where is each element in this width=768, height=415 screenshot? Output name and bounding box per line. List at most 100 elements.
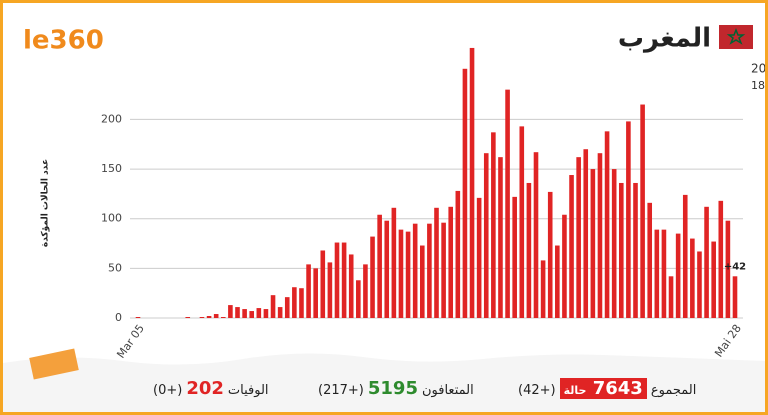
bar (313, 268, 318, 318)
footer-change: (+0) (153, 383, 183, 398)
chart-time: على الساعة 18:00 (751, 79, 765, 92)
bar (292, 287, 297, 318)
y-tick-label: 0 (115, 311, 122, 324)
bar (640, 104, 645, 319)
bar (526, 182, 532, 318)
bar (519, 126, 525, 318)
bar (434, 207, 439, 318)
bar (185, 317, 191, 318)
bar (540, 260, 546, 318)
bar (320, 250, 326, 318)
bar (242, 309, 247, 318)
y-tick-label: 100 (101, 212, 122, 225)
y-tick-label: 50 (108, 261, 122, 274)
bar (512, 196, 517, 318)
y-tick-label: 200 (101, 112, 122, 125)
bar (491, 132, 496, 318)
bar (334, 242, 340, 318)
logo: le360 (23, 26, 104, 56)
bar (306, 264, 311, 318)
bar (377, 214, 382, 318)
bar (363, 264, 368, 318)
x-tick-label: Mar 05 (114, 322, 147, 361)
x-tick-label: Mai 28 (712, 322, 744, 360)
bar (391, 207, 397, 318)
bar (206, 316, 212, 318)
bar (547, 191, 553, 318)
footer-deaths: الوفيات202(+0) (153, 378, 269, 399)
bar (611, 169, 617, 318)
bar (483, 153, 489, 318)
bar (661, 229, 667, 318)
bar (725, 220, 731, 318)
bar (384, 220, 390, 318)
bar (213, 314, 219, 318)
bar (533, 152, 539, 318)
footer-value: 202 (186, 378, 224, 399)
bar (626, 121, 631, 319)
bar (412, 223, 418, 318)
bar (398, 229, 404, 318)
bar (647, 202, 653, 318)
chart-subtitle: التطور اليومي ليوم 28 ماي 2020 (751, 62, 765, 77)
value-label: +42 (724, 261, 746, 272)
bar (718, 200, 724, 318)
footer-unit: حالة (563, 384, 587, 397)
bar (498, 157, 503, 318)
bar (249, 311, 255, 318)
bar (711, 241, 716, 318)
tag-decoration (29, 348, 79, 380)
bar (341, 242, 347, 318)
bar (590, 169, 596, 318)
bar (697, 251, 702, 318)
footer-change: (+217) (318, 383, 364, 398)
bar (419, 245, 425, 318)
bar (348, 254, 354, 318)
footer-value: 7643 حالة (559, 378, 647, 399)
footer-total: المجموع7643 حالة(+42) (518, 378, 696, 399)
bar (555, 245, 560, 318)
bar (597, 153, 603, 318)
bar (427, 223, 432, 318)
footer-change: (+42) (518, 383, 556, 398)
bar (405, 231, 411, 318)
bar (270, 295, 276, 318)
bar (462, 68, 468, 319)
bar (235, 307, 240, 318)
footer-value: 5195 (367, 378, 418, 399)
bar (732, 276, 738, 318)
footer-number: 7643 (592, 378, 643, 399)
bar (675, 233, 681, 318)
bar (277, 307, 283, 318)
bar (569, 175, 574, 318)
bar (299, 288, 304, 318)
bar (284, 297, 290, 318)
bar (220, 317, 226, 318)
bar (327, 262, 333, 318)
footer-label: الوفيات (227, 383, 269, 398)
bar (690, 238, 695, 318)
y-tick-label: 150 (101, 162, 122, 175)
bar (135, 317, 141, 318)
bar (455, 190, 461, 318)
footer-label: المتعافون (421, 383, 474, 398)
footer-label: المجموع (650, 383, 697, 398)
bar (476, 197, 482, 318)
bar (562, 214, 567, 318)
bar (704, 206, 709, 318)
bar (505, 89, 510, 319)
bar (633, 182, 638, 318)
bar (448, 206, 454, 318)
bar (668, 276, 674, 318)
bar (576, 157, 581, 318)
bar (682, 194, 688, 318)
bar (199, 317, 205, 318)
bar (604, 131, 610, 318)
bar (356, 280, 361, 318)
bar (228, 305, 233, 318)
y-axis-label: عدد الحالات المؤكدة (41, 159, 51, 247)
chart: le360 المغرب التطور اليومي ليوم 28 ماي 2… (3, 24, 765, 412)
bar (469, 47, 475, 318)
bar (441, 222, 446, 318)
